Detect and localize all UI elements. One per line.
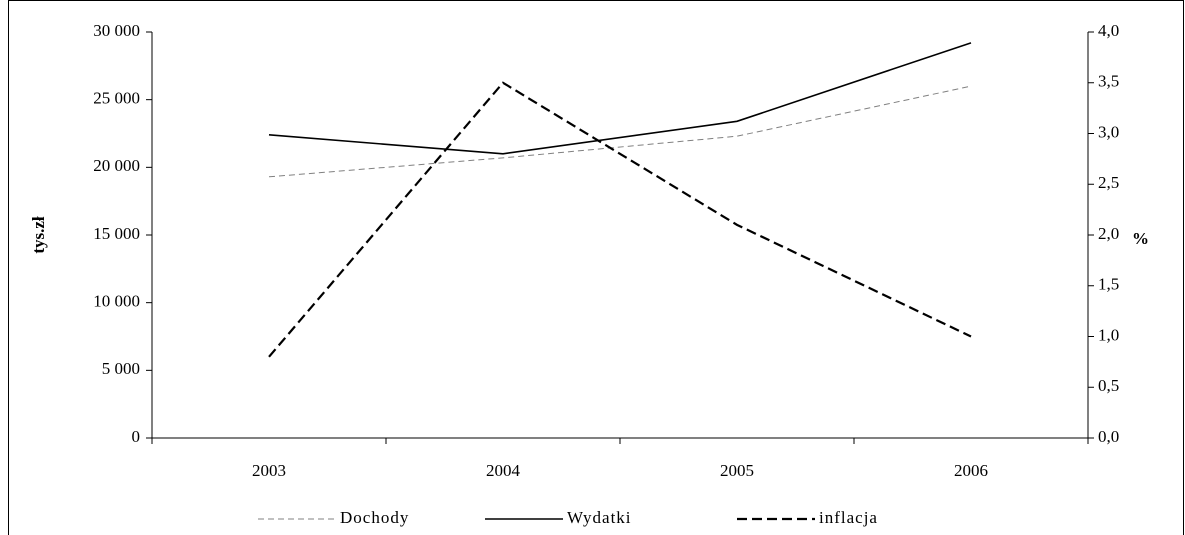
- legend-label: Dochody: [340, 508, 409, 527]
- x-tick-label: 2004: [486, 461, 521, 480]
- series-line: [268, 85, 972, 178]
- y-tick-label: 15 000: [93, 224, 140, 243]
- y2-axis-label: %: [1132, 229, 1149, 248]
- y-tick-label: 5 000: [102, 359, 140, 378]
- y-axis-label: tys.zł: [29, 216, 48, 254]
- series-line: [268, 81, 972, 358]
- y2-tick-label: 0,0: [1098, 427, 1119, 446]
- y2-tick-label: 3,0: [1098, 122, 1119, 141]
- legend-label: inflacja: [819, 508, 878, 527]
- y-tick-label: 0: [132, 427, 141, 446]
- y2-tick-label: 2,5: [1098, 173, 1119, 192]
- y2-tick-label: 4,0: [1098, 21, 1119, 40]
- frame: [8, 0, 1184, 535]
- legend-label: Wydatki: [567, 508, 632, 527]
- y-tick-label: 10 000: [93, 292, 140, 311]
- series-line: [268, 42, 972, 155]
- y-tick-label: 20 000: [93, 156, 140, 175]
- y2-tick-label: 0,5: [1098, 376, 1119, 395]
- y-tick-label: 30 000: [93, 21, 140, 40]
- y2-tick-label: 1,5: [1098, 275, 1119, 294]
- y-tick-label: 25 000: [93, 89, 140, 108]
- y2-tick-label: 1,0: [1098, 325, 1119, 344]
- x-tick-label: 2005: [720, 461, 754, 480]
- y2-tick-label: 3,5: [1098, 72, 1119, 91]
- y2-tick-label: 2,0: [1098, 224, 1119, 243]
- x-tick-label: 2003: [252, 461, 286, 480]
- x-tick-label: 2006: [954, 461, 988, 480]
